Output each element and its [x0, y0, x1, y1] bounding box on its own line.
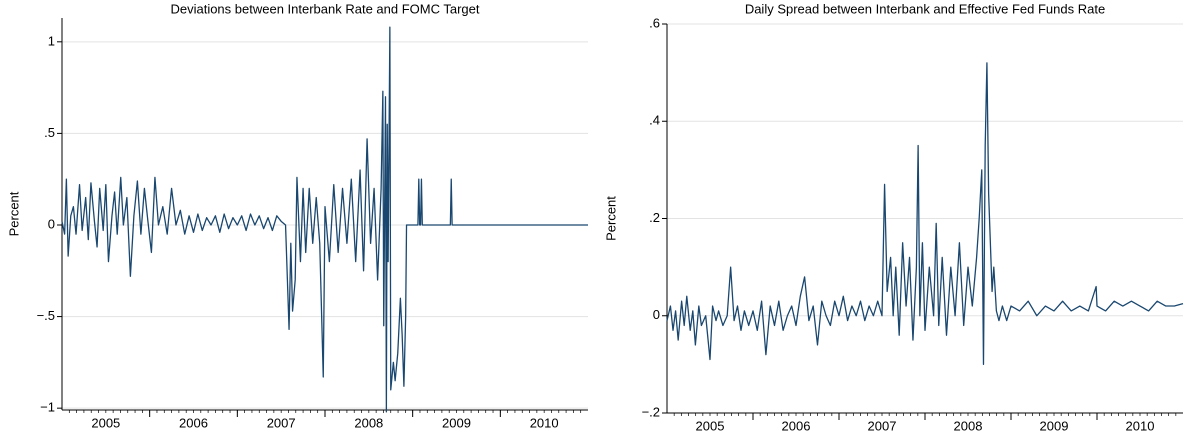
x-tick-label: 2009 [442, 415, 471, 430]
y-tick-label: −1 [40, 400, 55, 415]
y-tick-label: .5 [44, 125, 55, 140]
chart-title: Daily Spread between Interbank and Effec… [745, 1, 1105, 16]
y-axis-label: Percent [603, 196, 618, 241]
y-tick-label: 1 [48, 33, 55, 48]
x-tick-label: 2009 [1040, 418, 1069, 433]
chart-title: Deviations between Interbank Rate and FO… [170, 1, 479, 16]
y-axis-label: Percent [6, 191, 21, 236]
x-tick-label: 2005 [91, 415, 120, 430]
x-tick-label: 2010 [530, 415, 559, 430]
y-tick-label: .4 [649, 113, 660, 128]
data-line [666, 62, 1184, 366]
y-tick-label: −.2 [642, 404, 660, 419]
x-tick-label: 2010 [1126, 418, 1155, 433]
x-tick-label: 2008 [954, 418, 983, 433]
x-tick-label: 2006 [179, 415, 208, 430]
x-tick-label: 2007 [868, 418, 897, 433]
y-tick-label: .2 [649, 210, 660, 225]
x-tick-label: 2007 [267, 415, 296, 430]
x-tick-label: 2008 [354, 415, 383, 430]
data-line [61, 26, 588, 413]
y-tick-label: −.5 [37, 308, 55, 323]
y-tick-label: 0 [48, 216, 55, 231]
x-tick-label: 2006 [782, 418, 811, 433]
y-tick-label: 0 [653, 307, 660, 322]
x-tick-label: 2005 [696, 418, 725, 433]
y-tick-label: .6 [649, 15, 660, 30]
